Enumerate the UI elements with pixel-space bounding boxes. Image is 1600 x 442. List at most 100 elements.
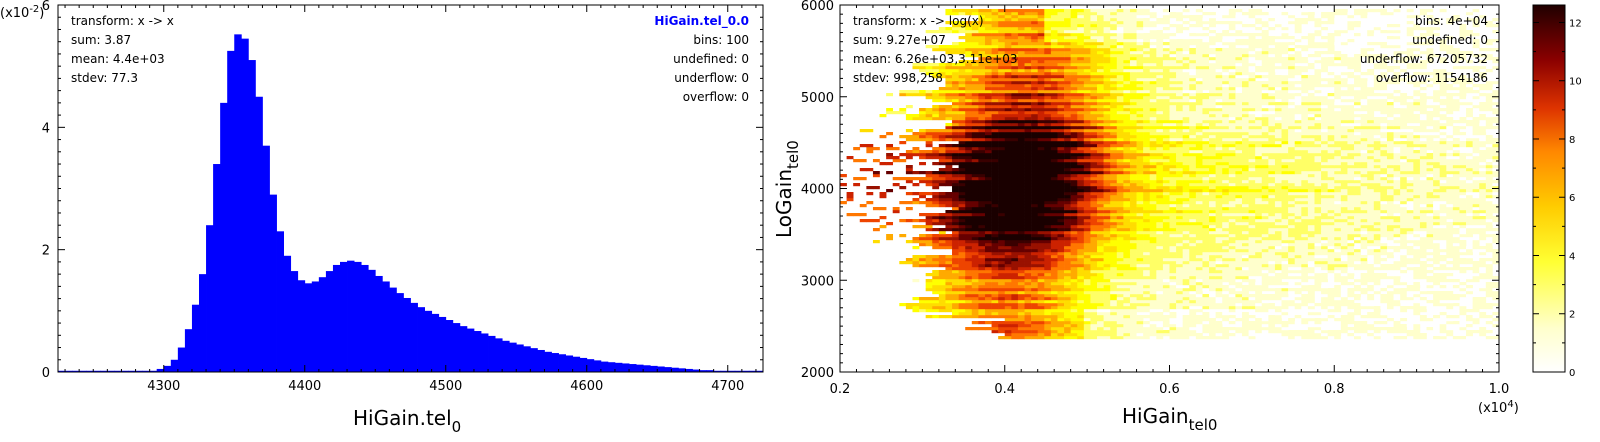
heatmap-cell bbox=[998, 195, 1006, 199]
heatmap-cell bbox=[1057, 195, 1065, 199]
heatmap-cell bbox=[971, 312, 979, 316]
heatmap-cell bbox=[1031, 336, 1038, 340]
heatmap-cell bbox=[1288, 237, 1296, 241]
heatmap-cell bbox=[1162, 165, 1170, 169]
heatmap-cell bbox=[958, 264, 966, 268]
heatmap-cell bbox=[1373, 195, 1381, 199]
heatmap-cell bbox=[1129, 192, 1137, 196]
heatmap-cell bbox=[1354, 240, 1361, 244]
heatmap-cell bbox=[1169, 174, 1177, 178]
heatmap-cell bbox=[1011, 198, 1019, 202]
heatmap-cell bbox=[1479, 327, 1487, 331]
heatmap-cell bbox=[1123, 276, 1131, 280]
heatmap-cell bbox=[984, 219, 992, 223]
heatmap-cell bbox=[1452, 186, 1460, 190]
heatmap-cell bbox=[1248, 249, 1256, 253]
heatmap-cell bbox=[1136, 177, 1144, 181]
heatmap-cell bbox=[1347, 222, 1355, 226]
heatmap-cell bbox=[1050, 219, 1058, 223]
heatmap-cell bbox=[1314, 231, 1322, 235]
heatmap-cell bbox=[1116, 240, 1124, 244]
heatmap-cell bbox=[1459, 204, 1467, 208]
heatmap-cell bbox=[1472, 174, 1480, 178]
heatmap-cell bbox=[945, 261, 953, 265]
heatmap-cell bbox=[1301, 243, 1309, 247]
heatmap-cell bbox=[1485, 303, 1493, 307]
heatmap-cell bbox=[971, 174, 979, 178]
heatmap-cell bbox=[1044, 321, 1052, 325]
heatmap-cell bbox=[919, 243, 926, 247]
heatmap-cell bbox=[1327, 177, 1335, 181]
heatmap-cell bbox=[1327, 186, 1335, 190]
heatmap-cell bbox=[1485, 273, 1493, 277]
heatmap-cell bbox=[945, 291, 953, 295]
heatmap-cell bbox=[1380, 204, 1388, 208]
heatmap-cell bbox=[1433, 171, 1440, 175]
heatmap-cell bbox=[1321, 264, 1328, 268]
heatmap-cell bbox=[1400, 195, 1408, 199]
heatmap-cell bbox=[1182, 180, 1190, 184]
heatmap-cell bbox=[919, 297, 926, 301]
heatmap-cell bbox=[925, 228, 933, 232]
heatmap-cell bbox=[919, 237, 926, 241]
histogram-bar bbox=[304, 283, 313, 372]
heatmap-cell bbox=[1215, 234, 1223, 238]
heatmap-cell bbox=[1459, 234, 1467, 238]
heatmap-cell bbox=[1123, 291, 1131, 295]
heatmap-cell bbox=[1373, 186, 1381, 190]
heatmap-cell bbox=[1367, 324, 1375, 328]
heatmap-cell bbox=[1334, 246, 1342, 250]
heatmap-cell bbox=[1413, 306, 1421, 310]
heatmap-cell bbox=[1083, 303, 1091, 307]
heatmap-cell bbox=[1334, 189, 1342, 193]
heatmap-cell bbox=[952, 213, 959, 217]
heatmap-cell bbox=[1189, 222, 1197, 226]
heatmap-cell bbox=[1419, 288, 1427, 292]
heatmap-cell bbox=[1017, 318, 1025, 322]
heatmap-cell bbox=[1110, 291, 1118, 295]
heatmap-cell bbox=[1466, 252, 1473, 256]
heatmap-cell bbox=[1182, 285, 1190, 289]
heatmap-cell bbox=[1083, 294, 1091, 298]
heatmap-cell bbox=[1261, 306, 1269, 310]
heatmap-cell bbox=[978, 198, 986, 202]
heatmap-cell bbox=[1129, 231, 1137, 235]
heatmap-cell bbox=[1129, 336, 1137, 340]
heatmap-cell bbox=[1386, 213, 1394, 217]
heatmap-cell bbox=[1380, 282, 1388, 286]
heatmap-cell bbox=[1097, 216, 1104, 220]
heatmap-cell bbox=[1215, 279, 1223, 283]
heatmap-cell bbox=[1090, 267, 1098, 271]
heatmap-cell bbox=[1070, 264, 1078, 268]
heatmap-cell bbox=[1070, 255, 1078, 259]
heatmap-cell bbox=[1413, 186, 1421, 190]
heatmap-cell bbox=[1452, 177, 1460, 181]
heatmap-cell bbox=[1064, 192, 1071, 196]
heatmap-cell bbox=[1340, 225, 1348, 229]
heatmap-cell bbox=[1116, 309, 1124, 313]
heatmap-cell bbox=[1017, 180, 1025, 184]
heatmap-cell bbox=[1031, 264, 1038, 268]
heatmap-cell bbox=[1241, 225, 1249, 229]
heatmap-cell bbox=[1466, 204, 1473, 208]
heatmap-cell bbox=[971, 216, 979, 220]
heatmap-cell bbox=[1367, 315, 1375, 319]
heatmap-cell bbox=[1077, 237, 1085, 241]
heatmap-cell bbox=[1274, 315, 1282, 319]
heatmap-cell bbox=[1110, 165, 1118, 169]
heatmap-cell bbox=[1367, 264, 1375, 268]
heatmap-cell bbox=[1452, 243, 1460, 247]
heatmap-cell bbox=[1393, 240, 1401, 244]
heatmap-cell bbox=[945, 165, 953, 169]
heatmap-cell bbox=[1452, 324, 1460, 328]
heatmap-cell bbox=[1182, 171, 1190, 175]
heatmap-cell bbox=[1103, 267, 1111, 271]
heatmap-cell bbox=[978, 300, 986, 304]
heatmap-cell bbox=[1050, 240, 1058, 244]
heatmap-cell bbox=[1241, 297, 1249, 301]
heatmap-cell bbox=[1340, 171, 1348, 175]
heatmap-cell bbox=[1090, 261, 1098, 265]
heatmap-cell bbox=[1321, 234, 1328, 238]
heatmap-cell bbox=[945, 306, 953, 310]
heatmap-cell bbox=[1354, 237, 1361, 241]
